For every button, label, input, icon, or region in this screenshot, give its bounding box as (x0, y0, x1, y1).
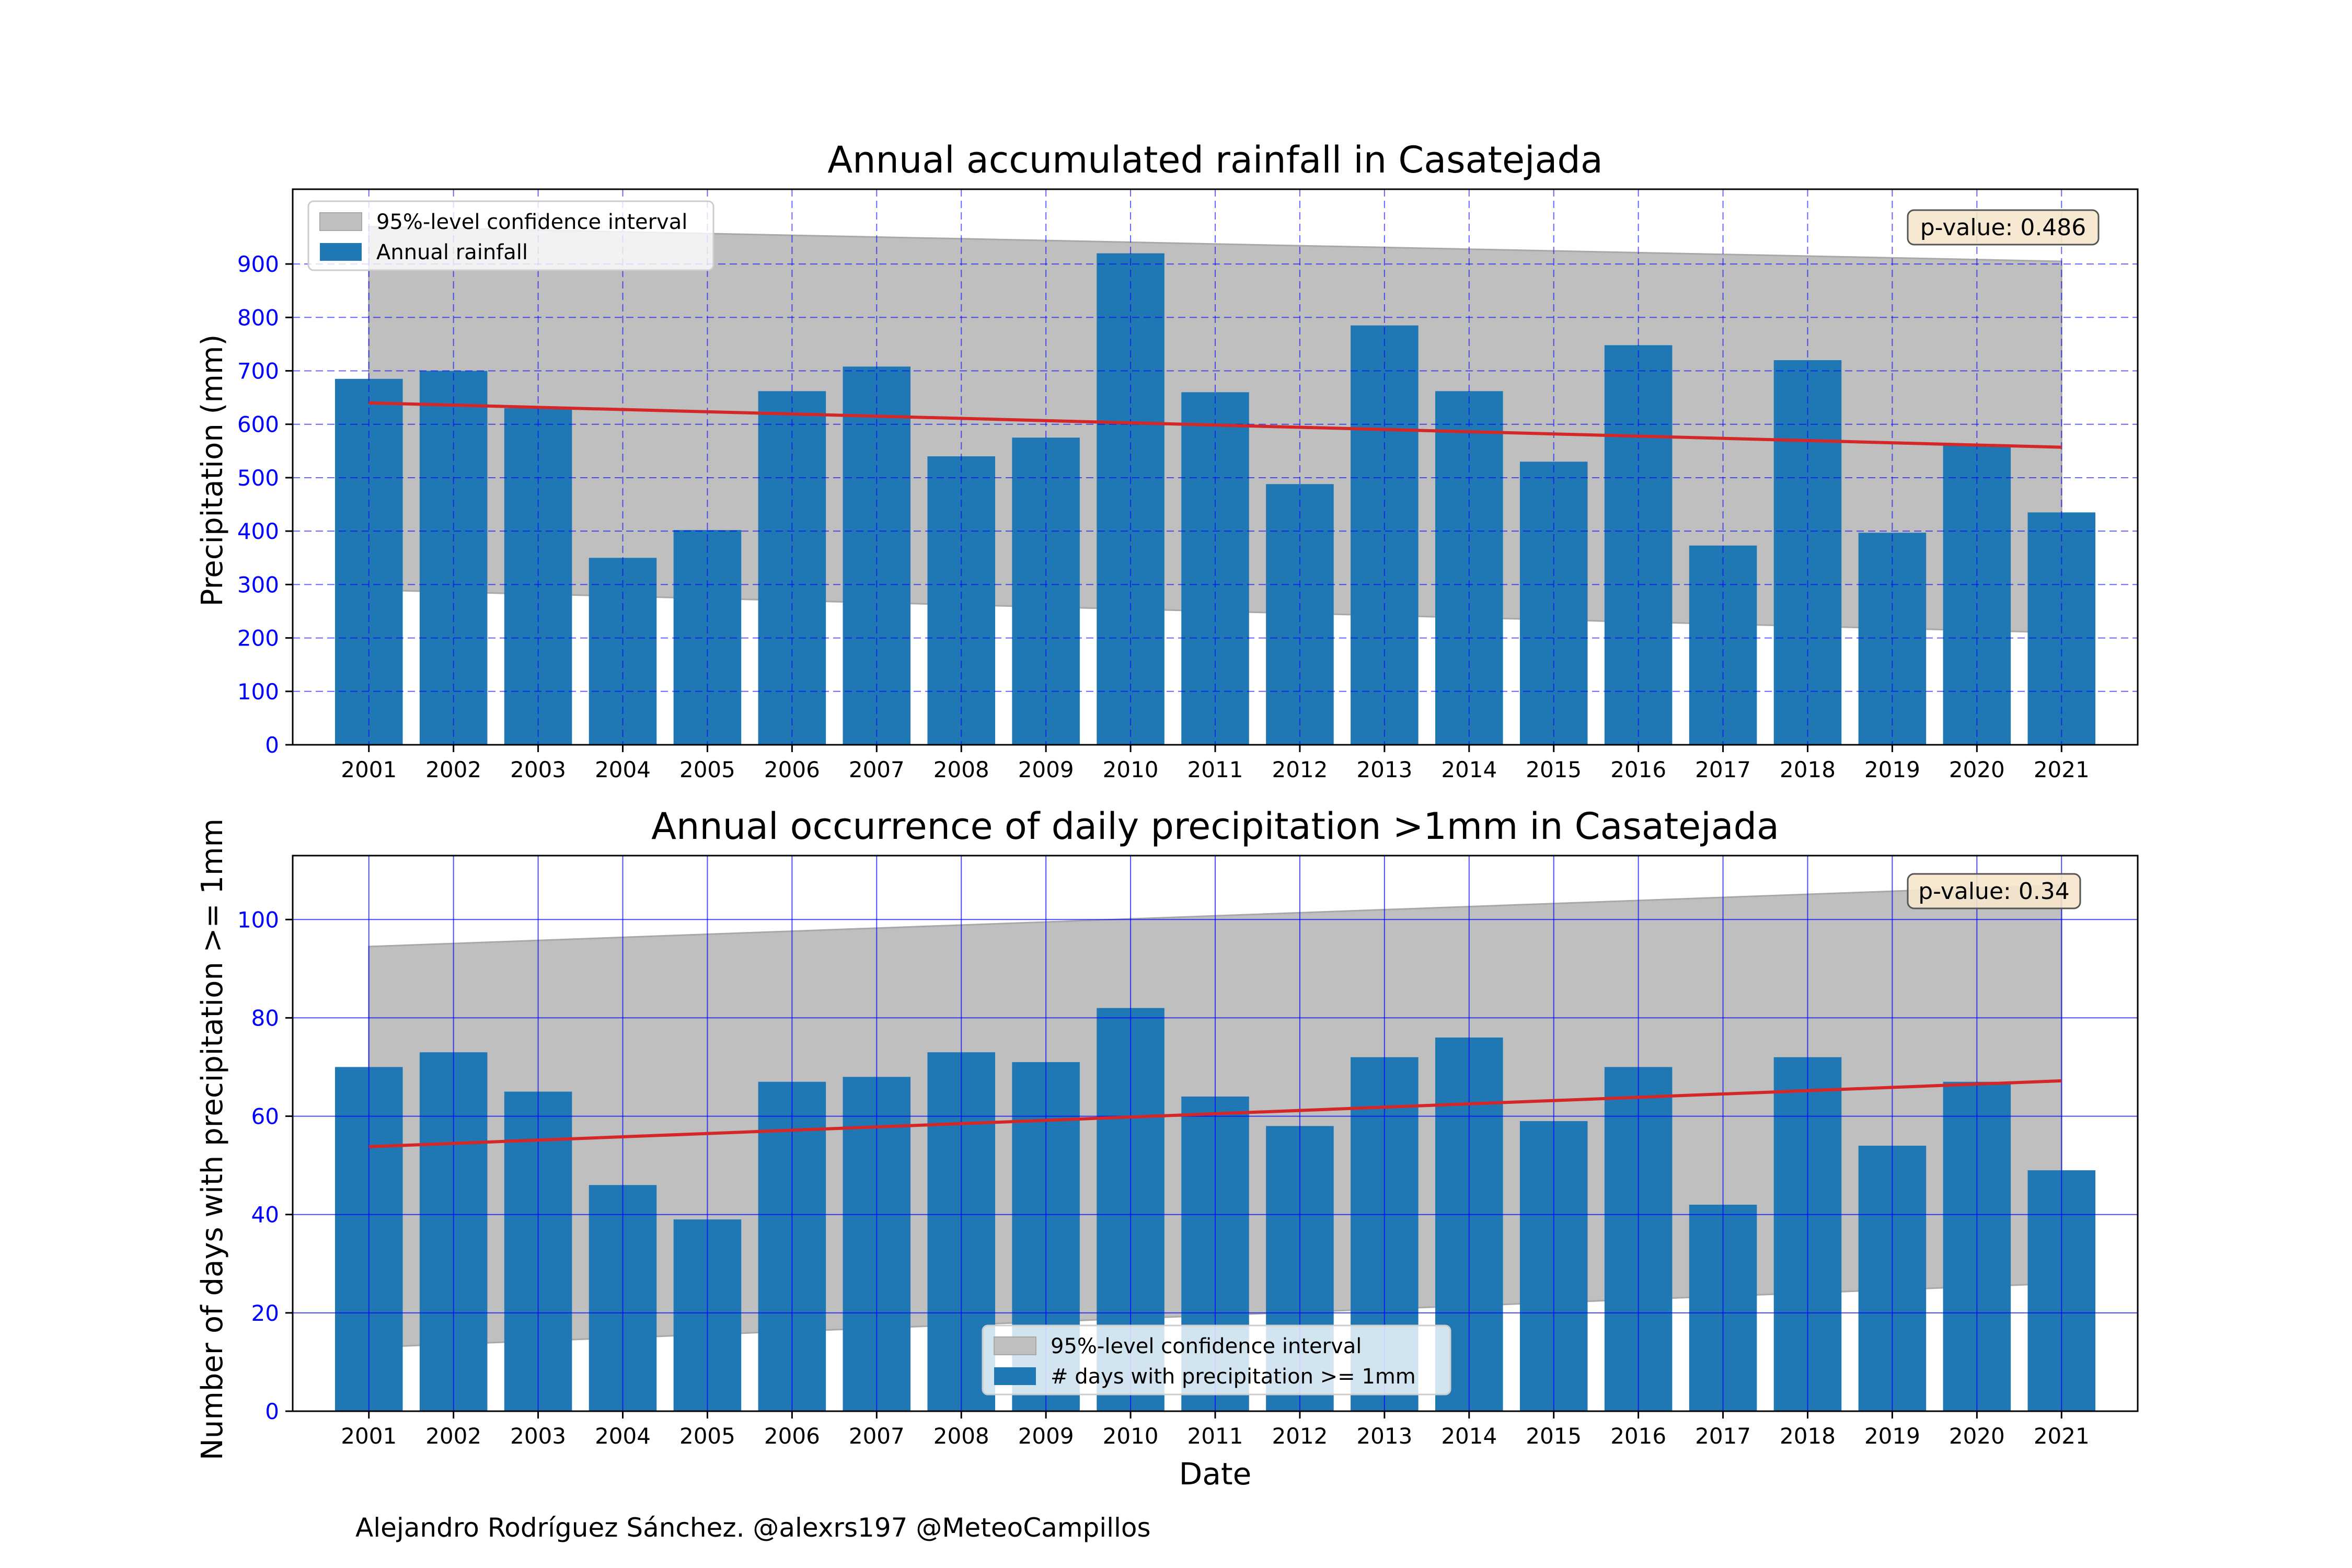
rain-days-x-tick-label: 2002 (425, 1423, 481, 1449)
rainfall-y-tick-label: 0 (265, 732, 279, 758)
rain-days-legend-box (982, 1324, 1451, 1396)
rain-days-x-tick-label: 2006 (764, 1423, 820, 1449)
rainfall-legend-bar-swatch (320, 243, 362, 261)
rain-days-p-value-label: p-value: 0.34 (1918, 878, 2070, 905)
rainfall-legend-band-label: 95%-level confidence interval (376, 210, 687, 234)
rainfall-y-tick-label: 200 (237, 626, 279, 651)
rain-days-x-tick-label: 2013 (1356, 1423, 1412, 1449)
rainfall-trend-line (368, 401, 2062, 449)
rainfall-p-value-label: p-value: 0.486 (1920, 214, 2086, 241)
rainfall-y-tick-label: 700 (237, 359, 279, 384)
rainfall-legend-band-swatch (319, 212, 362, 231)
rainfall-y-tick-label: 100 (237, 679, 279, 705)
rain-days-x-tick-label: 2003 (510, 1423, 566, 1449)
author-credit: Alejandro Rodríguez Sánchez. @alexrs197 … (355, 1513, 1151, 1543)
rain-days-x-tick-label: 2011 (1187, 1423, 1243, 1449)
rain-days-chart-title: Annual occurrence of daily precipitation… (651, 805, 1779, 848)
rain-days-y-tick-label: 0 (265, 1399, 279, 1424)
rainfall-x-tick-label: 2014 (1441, 757, 1497, 782)
rainfall-x-tick-label: 2019 (1864, 757, 1920, 782)
rain-days-y-tick-label: 60 (251, 1104, 279, 1129)
rain-days-x-tick-label: 2010 (1103, 1423, 1159, 1449)
rain-days-x-tick-label: 2019 (1864, 1423, 1920, 1449)
rain-days-x-tick-label: 2015 (1526, 1423, 1582, 1449)
rainfall-x-tick-label: 2013 (1356, 757, 1412, 782)
rainfall-y-tick-label: 500 (237, 465, 279, 491)
rain-days-x-tick-label: 2016 (1610, 1423, 1666, 1449)
rain-days-y-tick-label: 40 (251, 1202, 279, 1228)
rainfall-x-tick-label: 2010 (1103, 757, 1159, 782)
rain-days-x-tick-label: 2007 (849, 1423, 905, 1449)
rain-days-chart-x-axis-label: Date (1179, 1456, 1252, 1492)
rain-days-legend-band-swatch (994, 1336, 1036, 1355)
rain-days-x-tick-label: 2008 (933, 1423, 989, 1449)
rainfall-y-tick-label: 600 (237, 412, 279, 437)
rain-days-x-tick-label: 2004 (595, 1423, 651, 1449)
rainfall-x-tick-label: 2009 (1018, 757, 1074, 782)
rain-days-legend-band-label: 95%-level confidence interval (1051, 1334, 1362, 1358)
rainfall-x-tick-label: 2008 (933, 757, 989, 782)
rain-days-x-tick-label: 2012 (1272, 1423, 1328, 1449)
rain-days-x-tick-label: 2014 (1441, 1423, 1497, 1449)
rain-days-chart-y-axis-label: Number of days with precipitation >= 1mm (195, 818, 229, 1460)
rain-days-x-tick-label: 2020 (1949, 1423, 2005, 1449)
rainfall-x-tick-label: 2002 (425, 757, 481, 782)
rainfall-bar (1097, 253, 1165, 745)
rainfall-x-tick-label: 2006 (764, 757, 820, 782)
rainfall-x-tick-label: 2012 (1272, 757, 1328, 782)
rainfall-x-tick-label: 2020 (1949, 757, 2005, 782)
rainfall-chart: Annual accumulated rainfall in Casatejad… (195, 139, 2139, 782)
rainfall-x-tick-label: 2021 (2034, 757, 2090, 782)
rain-days-trend-line (368, 1079, 2062, 1148)
rainfall-legend-box (307, 200, 714, 271)
rain-days-x-tick-label: 2017 (1695, 1423, 1751, 1449)
rainfall-y-tick-label: 300 (237, 572, 279, 597)
rainfall-x-tick-label: 2001 (341, 757, 397, 782)
rain-days-y-tick-label: 80 (251, 1005, 279, 1031)
rain-days-y-tick-label: 20 (251, 1300, 279, 1326)
rain-days-x-tick-label: 2018 (1780, 1423, 1836, 1449)
rainfall-legend-bar-label: Annual rainfall (376, 240, 528, 264)
rain-days-x-tick-label: 2009 (1018, 1423, 1074, 1449)
rain-days-x-tick-label: 2005 (679, 1423, 735, 1449)
rainfall-p-value-box (1907, 209, 2100, 246)
rain-days-legend-bar-swatch (994, 1367, 1036, 1385)
rainfall-y-tick-label: 900 (237, 251, 279, 277)
rainfall-x-tick-label: 2007 (849, 757, 905, 782)
rainfall-chart-title: Annual accumulated rainfall in Casatejad… (827, 139, 1602, 181)
rainfall-bar (843, 366, 911, 745)
rainfall-chart-y-axis-label: Precipitation (mm) (195, 335, 229, 607)
rainfall-y-tick-label: 400 (237, 518, 279, 544)
rainfall-x-tick-label: 2004 (595, 757, 651, 782)
rain-days-chart: Annual occurrence of daily precipitation… (195, 805, 2139, 1492)
rainfall-x-tick-label: 2016 (1610, 757, 1666, 782)
rain-days-legend-bar-label: # days with precipitation >= 1mm (1051, 1365, 1416, 1389)
rainfall-x-tick-label: 2005 (679, 757, 735, 782)
rainfall-y-tick-label: 800 (237, 305, 279, 330)
rainfall-x-tick-label: 2018 (1780, 757, 1836, 782)
rainfall-x-tick-label: 2011 (1187, 757, 1243, 782)
rainfall-x-tick-label: 2015 (1526, 757, 1582, 782)
rain-days-y-tick-label: 100 (237, 907, 279, 932)
rainfall-x-tick-label: 2003 (510, 757, 566, 782)
rainfall-x-tick-label: 2017 (1695, 757, 1751, 782)
rain-days-p-value-box (1907, 873, 2081, 909)
rain-days-x-tick-label: 2021 (2034, 1423, 2090, 1449)
rain-days-x-tick-label: 2001 (341, 1423, 397, 1449)
